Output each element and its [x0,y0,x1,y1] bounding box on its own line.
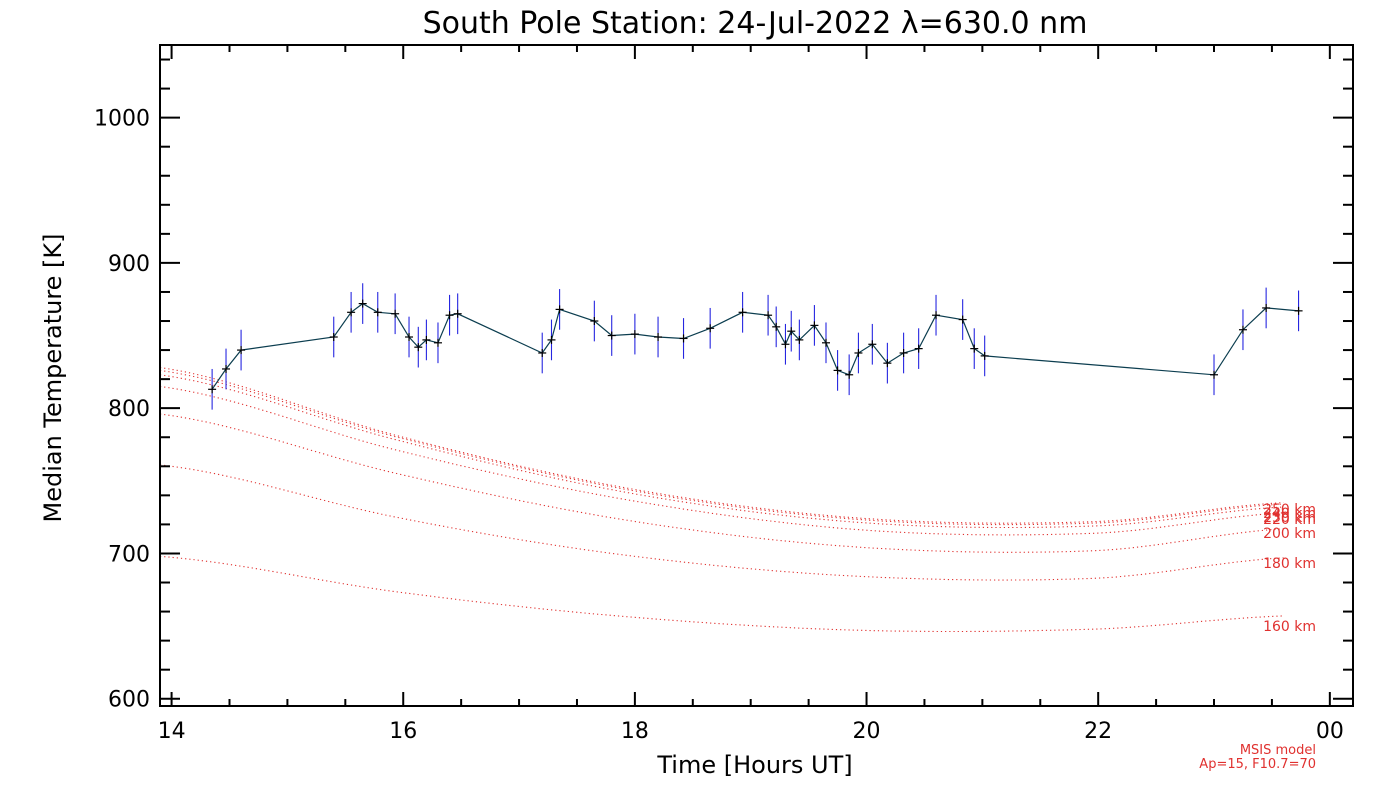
model-curve-160-km [159,555,1284,633]
model-curve-label: 250 km [1263,502,1316,518]
temperature-series [208,283,1303,410]
y-tick-label: 800 [108,397,150,422]
x-tick-label: 20 [853,719,881,744]
model-curve-240-km [159,369,1284,526]
model-curve-230-km [159,374,1284,529]
chart-title: South Pole Station: 24-Jul-2022 λ=630.0 … [423,6,1088,41]
x-tick-label: 18 [621,719,649,744]
x-tick-label: 22 [1084,719,1112,744]
axes: 14 16 18 20 22 00 600 700 800 900 1000 [94,44,1354,744]
model-curve-label: 240 km [1263,506,1316,522]
x-tick-label: 16 [389,719,417,744]
series-line [211,302,1299,390]
y-tick-label: 600 [108,688,150,713]
model-curve-250-km [159,366,1284,524]
model-curve-200-km [159,413,1284,553]
model-curve-180-km [159,464,1284,581]
model-curve-label: 230 km [1263,510,1316,526]
x-tick-label: 14 [158,719,186,744]
y-tick-label: 1000 [94,107,150,132]
msis-parameters-note: Ap=15, F10.7=70 [1199,757,1316,772]
x-axis-label: Time [Hours UT] [656,751,852,779]
y-tick-label: 700 [108,542,150,567]
model-curve-label: 220 km [1263,512,1316,528]
y-axis-label: Median Temperature [K] [39,233,67,522]
x-tick-label: 00 [1316,719,1344,744]
plot-frame [159,44,1354,707]
y-tick-label: 900 [108,252,150,277]
model-curve-220-km [159,385,1284,536]
msis-model-note: MSIS model [1240,743,1316,758]
model-curve-label: 180 km [1263,556,1316,572]
model-curve-label: 160 km [1263,619,1316,635]
model-curve-label: 200 km [1263,526,1316,542]
